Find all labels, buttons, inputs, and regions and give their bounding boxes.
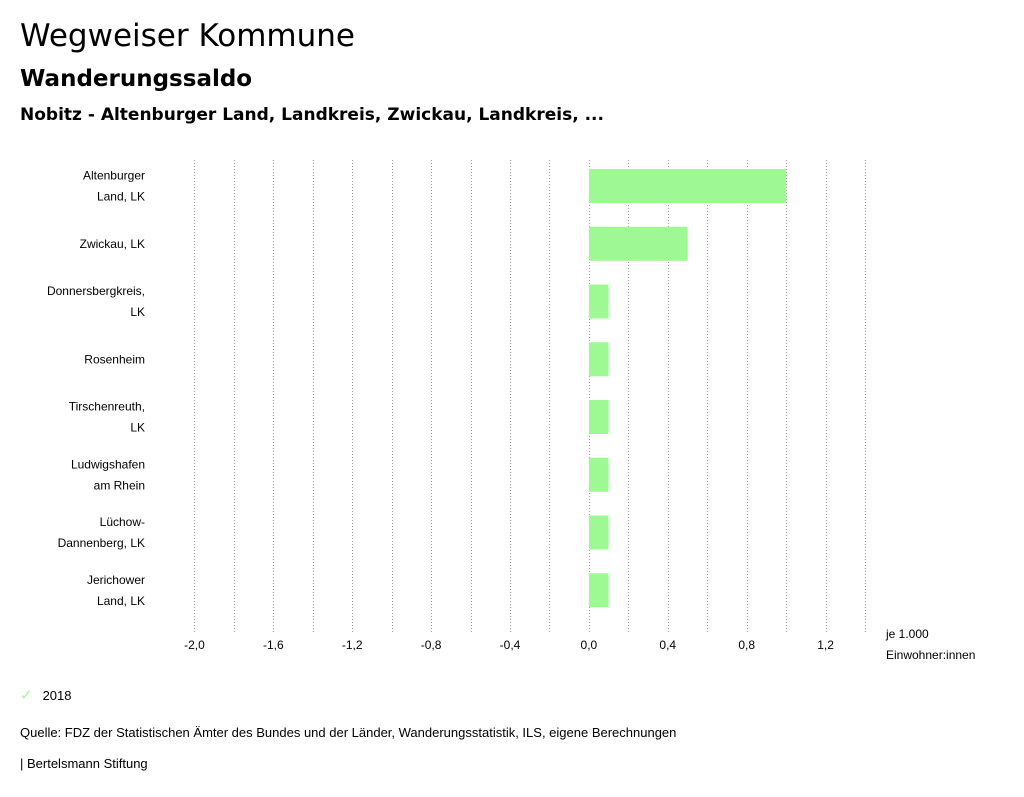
bar [588,515,609,550]
category-label: Zwickau, LK [80,237,145,251]
x-tick-label: -0,4 [500,638,521,652]
category-label: Jerichower [87,573,145,587]
category-label: LK [130,305,145,319]
category-label: LK [130,421,145,435]
bar [588,573,609,608]
page-title: Wegweiser Kommune [20,18,355,54]
x-axis-label: je 1.000 [885,627,929,641]
category-label: Dannenberg, LK [58,536,145,550]
bar [588,400,609,434]
credit-note: | Bertelsmann Stiftung [20,756,148,771]
category-label: Donnersbergkreis, [47,284,145,298]
x-axis-label: Einwohner:innen [886,648,975,662]
category-label: Ludwigshafen [71,457,145,471]
category-label: Altenburger [83,169,145,183]
x-tick-label: 0,0 [581,638,598,652]
source-note: Quelle: FDZ der Statistischen Ämter des … [20,725,677,740]
category-label: Land, LK [97,594,145,608]
bar-chart: -2,0 -1,6 -1,2 -0,8 -0,4 0,0 0,4 0,8 1,2 je 1.000… [47,160,975,662]
category-label: am Rhein [94,478,145,492]
chart-subtitle: Wanderungssaldo [20,66,253,92]
category-label: Rosenheim [84,352,145,366]
bar [588,226,688,261]
category-label: Tirschenreuth, [69,400,145,414]
bar [588,284,609,319]
bar [588,169,787,203]
bar [588,342,609,377]
region-title: Nobitz - Altenburger Land, Landkreis, Zw… [20,105,604,125]
category-label: Lüchow- [100,515,145,529]
x-tick-label: 1,2 [817,638,834,652]
check-icon: ✓ [20,687,33,704]
legend-label: 2018 [42,687,72,703]
x-tick-label: 0,8 [738,638,755,652]
x-tick-label: -1,2 [342,638,363,652]
x-tick-label: -1,6 [263,638,284,652]
bar [588,457,609,492]
category-label: Land, LK [97,190,145,204]
x-tick-label: -2,0 [184,638,205,652]
legend[interactable]: ✓ 2018 [20,686,72,704]
x-tick-label: 0,4 [659,638,676,652]
x-tick-label: -0,8 [421,638,442,652]
